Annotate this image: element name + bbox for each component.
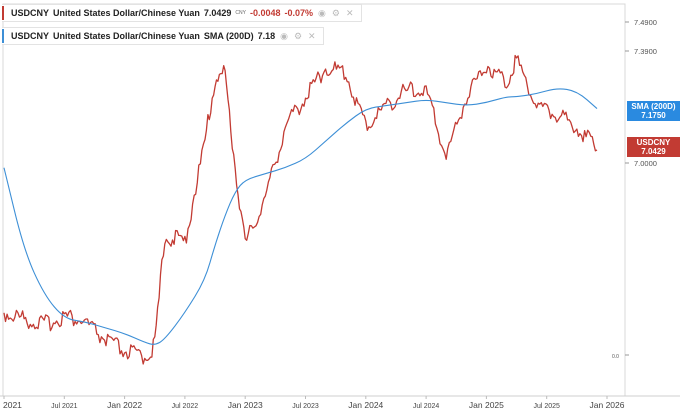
legend-price-symbol: USDCNY — [11, 8, 50, 18]
x-tick-label: Jan 2022 — [107, 400, 142, 410]
legend-sma-symbol: USDCNY — [11, 31, 50, 41]
x-tick-label: Jan 2024 — [348, 400, 383, 410]
x-tick-label: Jan 2025 — [469, 400, 504, 410]
y-tick-label: 7.3900 — [634, 47, 657, 56]
series-lines — [3, 54, 598, 365]
settings-icon[interactable]: ⚙ — [293, 30, 303, 41]
plot-frame — [2, 3, 626, 397]
x-tick-label: Jan 2023 — [228, 400, 263, 410]
x-tick-label: Jan 2026 — [590, 400, 625, 410]
legend-sma-name: United States Dollar/Chinese Yuan — [53, 31, 200, 41]
series-line-sma — [3, 88, 598, 345]
x-tick-label: Jul 2021 — [51, 403, 78, 410]
y-tick-label: 0.0 — [612, 354, 619, 360]
close-icon[interactable]: ✕ — [345, 7, 354, 18]
x-tick-label: Jul 2024 — [413, 403, 440, 410]
price-tag-value: 7.0429 — [641, 147, 666, 156]
sma-price-tag: SMA (200D) 7.1750 — [627, 101, 680, 121]
sma-tag-label: SMA (200D) — [631, 102, 676, 111]
legend-price-change-pct: -0.07% — [284, 8, 314, 18]
legend-price-swatch — [2, 6, 4, 20]
grid-lines — [2, 3, 626, 397]
x-tick-label: Jul 2025 — [533, 403, 560, 410]
x-tick-label: Jul 2023 — [292, 403, 319, 410]
visibility-icon[interactable]: ◉ — [318, 7, 326, 18]
x-tick-label: Jul 2022 — [172, 403, 199, 410]
legend-price-name: United States Dollar/Chinese Yuan — [53, 8, 200, 18]
legend-sma-indicator: SMA (200D) — [203, 31, 254, 41]
settings-icon[interactable]: ⚙ — [331, 7, 340, 18]
legend-price[interactable]: USDCNY United States Dollar/Chinese Yuan… — [2, 4, 362, 22]
series-line-usdcny — [3, 54, 598, 365]
legend-sma[interactable]: USDCNY United States Dollar/Chinese Yuan… — [2, 27, 324, 45]
y-tick-label: 7.0000 — [634, 159, 657, 168]
legend-price-value: 7.0429 — [203, 8, 232, 18]
axes: 7.4900 7.3900 7.0000 0.0 2021 Jul 2021 Jan 202… — [0, 18, 680, 410]
price-tag: USDCNY 7.0429 — [627, 137, 680, 157]
legend-sma-swatch — [2, 29, 4, 43]
price-tag-label: USDCNY — [636, 138, 671, 147]
legend-sma-value: 7.18 — [257, 31, 276, 41]
legend-price-change: -0.0048 — [249, 8, 281, 18]
x-tick-label: 2021 — [3, 400, 22, 410]
close-icon[interactable]: ✕ — [308, 30, 316, 41]
visibility-icon[interactable]: ◉ — [280, 30, 288, 41]
sma-tag-value: 7.1750 — [641, 111, 666, 120]
legend-price-unit: CNY — [235, 10, 246, 16]
y-tick-label: 7.4900 — [634, 18, 657, 27]
